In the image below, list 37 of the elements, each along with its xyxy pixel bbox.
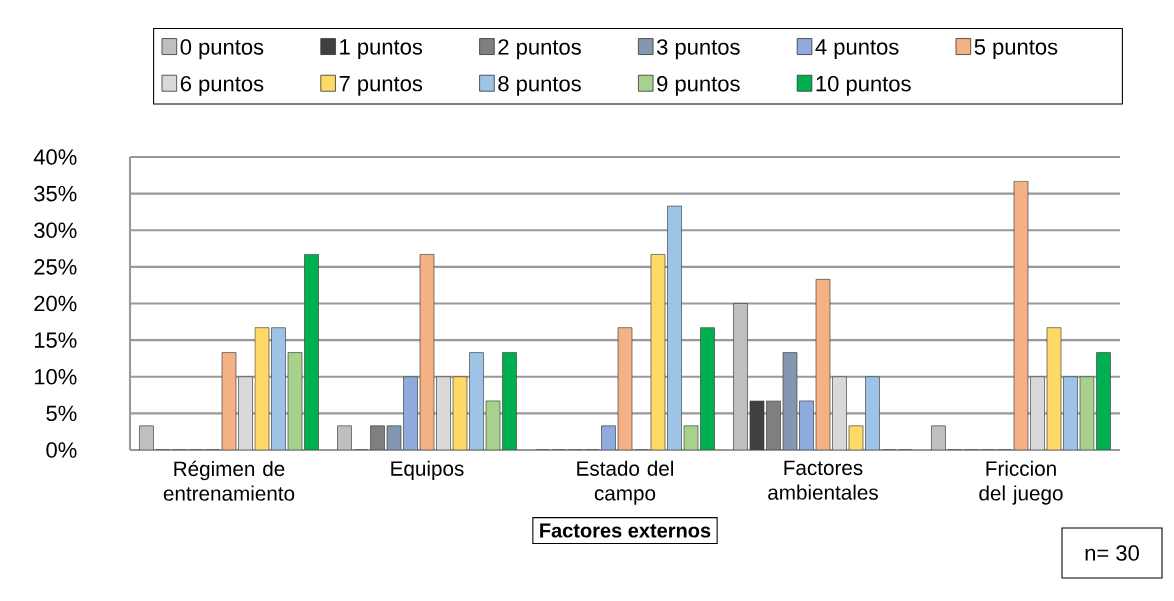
x-tick-label: Friccion del juego bbox=[979, 460, 1063, 505]
legend-label: 1 puntos bbox=[340, 39, 423, 60]
bar bbox=[1096, 352, 1111, 450]
bar bbox=[1030, 376, 1045, 450]
legend-label: 5 puntos bbox=[974, 39, 1058, 60]
y-tick-label: 25% bbox=[34, 259, 77, 275]
bar bbox=[436, 376, 451, 450]
x-tick-label: Equipos bbox=[391, 460, 464, 480]
bar bbox=[832, 376, 847, 450]
x-tick-label: Régimen de entrenamiento bbox=[163, 460, 295, 501]
legend-label: 6 puntos bbox=[180, 75, 264, 96]
bar bbox=[304, 254, 319, 450]
legend-label: 8 puntos bbox=[498, 75, 581, 96]
x-axis-title: Factores externos bbox=[540, 523, 711, 538]
y-tick-label: 10% bbox=[34, 368, 77, 385]
y-tick-label: 30% bbox=[34, 222, 77, 239]
legend-label: 9 puntos bbox=[657, 75, 740, 96]
x-tick-label: Estado del campo bbox=[577, 460, 673, 505]
legend-label: 10 puntos bbox=[816, 75, 911, 96]
x-tick-label: Factores ambientales bbox=[768, 460, 878, 500]
legend-label: 4 puntos bbox=[815, 39, 899, 60]
y-tick-label: 20% bbox=[34, 295, 77, 312]
bar bbox=[733, 303, 748, 450]
legend-label: 0 puntos bbox=[180, 39, 264, 60]
y-tick-label: 5% bbox=[46, 405, 77, 422]
bar bbox=[403, 376, 418, 450]
legend-label: 7 puntos bbox=[339, 76, 423, 96]
y-tick-label: 40% bbox=[33, 149, 77, 165]
y-tick-label: 35% bbox=[34, 185, 77, 202]
y-tick-label: 0% bbox=[46, 442, 77, 458]
text: n= 30 bbox=[1085, 545, 1139, 561]
y-tick-label: 15% bbox=[34, 332, 77, 348]
legend-label: 3 puntos bbox=[656, 39, 740, 60]
bar bbox=[238, 376, 253, 450]
bar bbox=[700, 327, 715, 450]
bar bbox=[502, 352, 517, 450]
legend-label: 2 puntos bbox=[498, 39, 581, 60]
